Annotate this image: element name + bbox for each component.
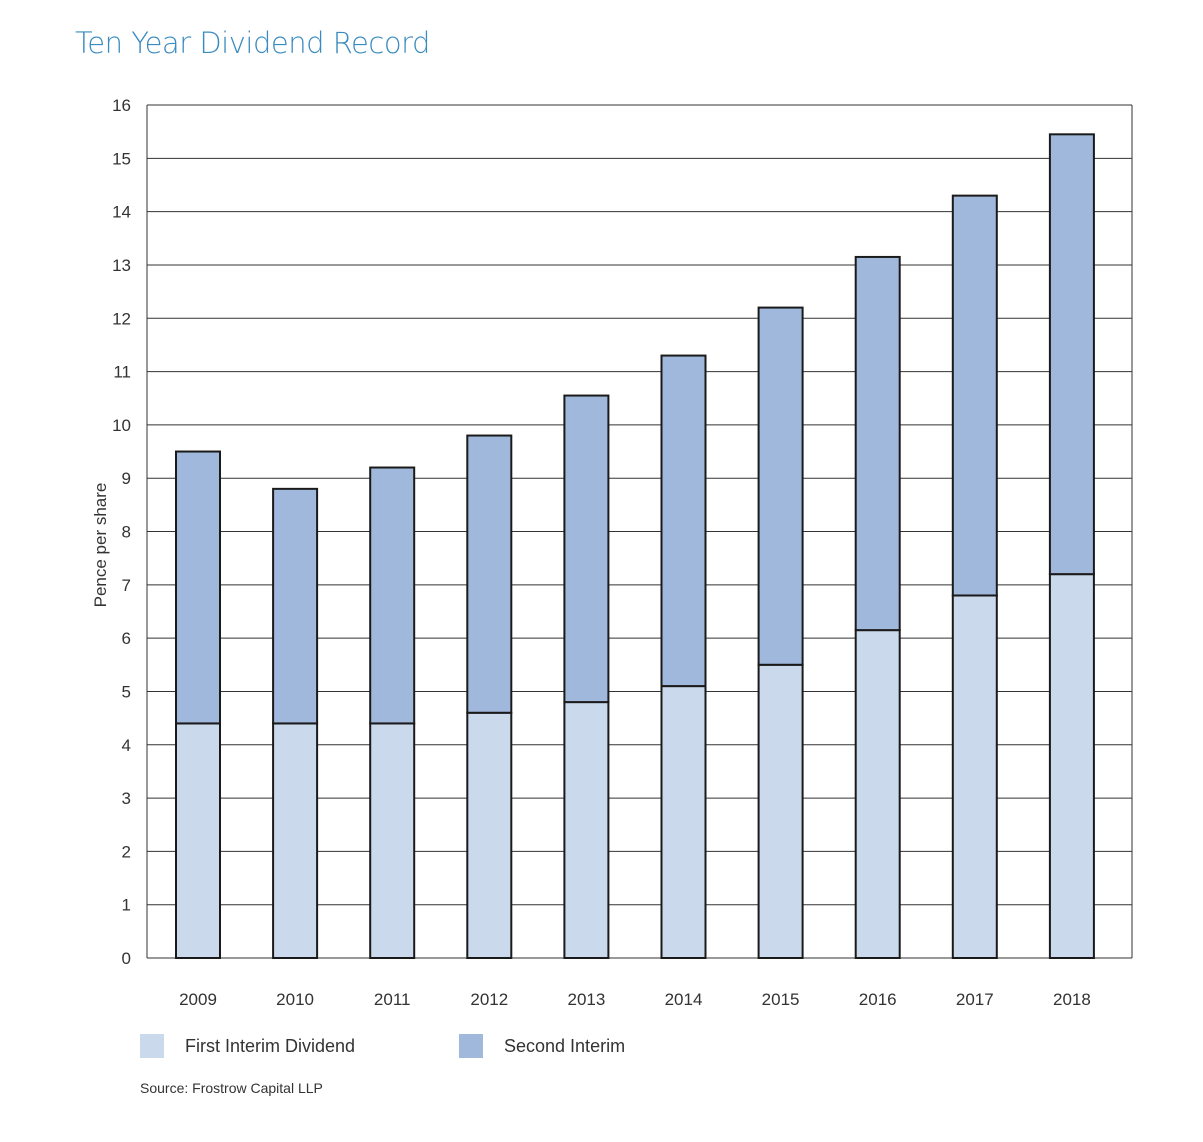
x-tick-label: 2009 (179, 990, 217, 1009)
x-tick-label: 2012 (470, 990, 508, 1009)
bar-second-interim-2011 (369, 466, 416, 725)
bar-second-interim-2018 (1048, 133, 1095, 576)
bar-second-interim-2010 (272, 487, 319, 725)
y-tick-label: 2 (122, 842, 131, 861)
legend-swatch-second-interim (459, 1034, 483, 1058)
bar-first-interim-2015 (757, 663, 804, 959)
y-tick-label: 5 (122, 682, 131, 701)
bar-first-interim-2014 (660, 685, 707, 959)
bar-second-interim-2016 (854, 255, 901, 632)
y-tick-label: 11 (113, 363, 131, 382)
legend-label-first-interim: First Interim Dividend (185, 1035, 356, 1056)
y-tick-label: 10 (112, 416, 131, 435)
y-tick-label: 8 (122, 523, 131, 542)
bar-first-interim-2009 (175, 722, 221, 959)
bar-second-interim-2014 (660, 354, 707, 688)
bar-second-interim-2009 (175, 450, 221, 725)
x-tick-label: 2011 (374, 990, 411, 1009)
legend-item-first-interim: First Interim Dividend (140, 1034, 355, 1058)
y-tick-label: 7 (122, 576, 131, 595)
y-tick-label: 3 (122, 789, 131, 808)
x-tick-label: 2010 (276, 990, 314, 1009)
bar-first-interim-2016 (854, 629, 901, 959)
bar-first-interim-2010 (272, 722, 319, 959)
x-tick-label: 2013 (567, 990, 605, 1009)
x-tick-label: 2015 (762, 990, 800, 1009)
legend-swatch-first-interim (140, 1034, 164, 1058)
y-tick-label: 12 (112, 309, 131, 328)
bar-first-interim-2017 (951, 594, 998, 959)
x-tick-label: 2016 (859, 990, 897, 1009)
x-tick-label: 2017 (956, 990, 994, 1009)
y-tick-label: 1 (122, 896, 131, 915)
x-tick-label: 2014 (665, 990, 703, 1009)
chart-title: Ten Year Dividend Record (75, 26, 430, 60)
bar-second-interim-2015 (757, 306, 804, 666)
bar-second-interim-2017 (951, 194, 998, 597)
y-tick-label: 6 (122, 629, 131, 648)
bar-first-interim-2013 (563, 701, 610, 959)
bar-second-interim-2013 (563, 394, 610, 704)
y-axis-label: Pence per share (91, 483, 110, 608)
source-note: Source: Frostrow Capital LLP (140, 1080, 323, 1096)
y-tick-label: 9 (122, 469, 131, 488)
bar-first-interim-2018 (1048, 573, 1095, 960)
y-tick-label: 14 (112, 203, 131, 222)
y-tick-label: 13 (112, 256, 131, 275)
bar-first-interim-2011 (369, 722, 416, 959)
bar-first-interim-2012 (466, 711, 513, 960)
y-tick-label: 15 (112, 149, 131, 168)
y-tick-label: 4 (122, 736, 131, 755)
x-tick-label: 2018 (1053, 990, 1091, 1009)
legend-item-second-interim: Second Interim (459, 1034, 625, 1058)
legend-label-second-interim: Second Interim (504, 1035, 626, 1056)
y-tick-label: 0 (122, 949, 131, 968)
y-tick-label: 16 (112, 96, 131, 115)
bar-second-interim-2012 (466, 434, 513, 714)
